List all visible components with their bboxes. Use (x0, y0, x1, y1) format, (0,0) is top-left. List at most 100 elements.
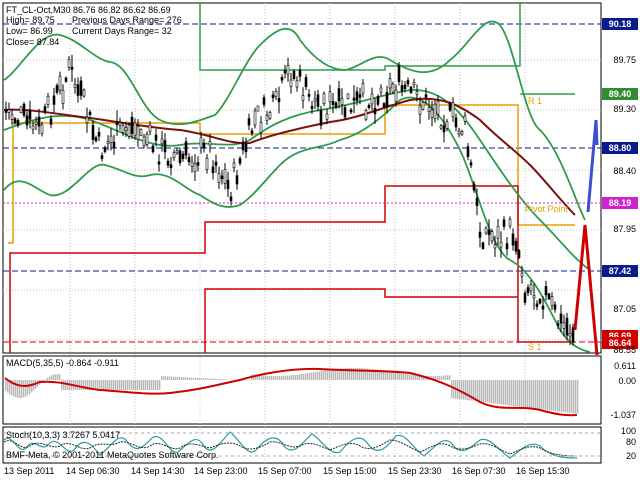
candle-body (253, 110, 257, 126)
candle-body (376, 96, 380, 105)
macd-bar (527, 380, 529, 408)
r1-label: R 1 (528, 96, 543, 106)
macd-bar (9, 380, 11, 395)
macd-bar (277, 375, 279, 380)
macd-bar (387, 371, 389, 380)
candle-body (16, 120, 20, 126)
macd-bar (557, 380, 559, 412)
macd-bar (19, 380, 21, 398)
macd-bar (151, 380, 153, 390)
macd-bar (359, 368, 361, 380)
candle-body (544, 286, 548, 296)
candle-body (214, 161, 218, 166)
macd-bar (289, 375, 291, 380)
candle-body (334, 102, 338, 108)
macd-bar (391, 371, 393, 380)
macd-bar (493, 380, 495, 404)
candle-body (118, 122, 122, 126)
time-label-4: 15 Sep 07:00 (258, 466, 312, 476)
candle-body (91, 125, 95, 140)
macd-bar (175, 376, 177, 380)
macd-bar (517, 380, 519, 407)
macd-bar (169, 376, 171, 380)
stoch-tick-100: 100 (620, 426, 636, 436)
candle-body (76, 84, 80, 96)
low-info: Low= 86.99 (6, 26, 53, 36)
macd-bar (447, 375, 449, 380)
candle-body (112, 141, 116, 148)
candle-body (241, 141, 245, 151)
macd-bar (321, 370, 323, 380)
macd-bar (477, 380, 479, 402)
candle-body (100, 155, 104, 159)
candle-body (358, 94, 362, 98)
candle-body (283, 70, 287, 74)
macd-bar (327, 370, 329, 380)
macd-bar (385, 370, 387, 380)
s1-label: S 1 (528, 342, 542, 352)
candle-body (286, 65, 290, 75)
macd-bar (441, 375, 443, 380)
candle-body (79, 80, 83, 96)
candle-body (571, 327, 575, 343)
candle-body (121, 125, 125, 133)
candle-body (142, 136, 146, 146)
macd-bar (197, 377, 199, 380)
candle-body (157, 161, 161, 165)
macd-bar (47, 377, 49, 380)
candle-body (226, 179, 230, 190)
candle-body (355, 91, 359, 101)
macd-bar (111, 380, 113, 390)
candle-body (454, 117, 458, 128)
candle-body (43, 106, 47, 112)
candle-body (163, 140, 167, 153)
macd-bar (279, 375, 281, 380)
candle-body (466, 146, 470, 157)
macd-bar (215, 378, 217, 380)
macd-bar (261, 375, 263, 380)
macd-bar (109, 380, 111, 390)
macd-bar (503, 380, 505, 405)
candle-body (532, 294, 536, 299)
macd-bar (491, 380, 493, 404)
candle-body (322, 93, 326, 104)
candle-body (475, 197, 479, 206)
candle-body (469, 162, 473, 166)
macd-bar (199, 377, 201, 380)
macd-bar (85, 380, 87, 390)
macd-bar (405, 373, 407, 380)
macd-bar (349, 368, 351, 380)
macd-bar (483, 380, 485, 403)
macd-bar (119, 380, 121, 390)
price-tick-87-95: 87.95 (613, 224, 636, 234)
macd-bar (407, 374, 409, 380)
macd-bar (509, 380, 511, 406)
macd-bar (329, 369, 331, 380)
candle-body (145, 133, 149, 145)
stoch-label: Stoch(10,3,3) 3.7267 5.0417 (6, 430, 121, 440)
candle-body (346, 93, 350, 100)
candle-body (379, 87, 383, 93)
macd-bar (143, 380, 145, 390)
macd-bar (99, 380, 101, 390)
macd-bar (293, 374, 295, 380)
macd-bar (225, 379, 227, 380)
macd-tick-top: 0.611 (614, 361, 636, 371)
macd-bar (403, 373, 405, 380)
macd-bar (303, 373, 305, 380)
macd-bar (61, 380, 63, 390)
macd-bar (417, 375, 419, 380)
macd-bar (561, 380, 563, 412)
macd-bar (285, 375, 287, 380)
candle-body (526, 287, 530, 294)
candle-body (274, 91, 278, 98)
macd-bar (129, 380, 131, 390)
candle-body (208, 141, 212, 146)
macd-bar (505, 380, 507, 405)
macd-bar (49, 376, 51, 380)
macd-bar (77, 380, 79, 390)
candle-body (337, 88, 341, 102)
price-pane (2, 2, 602, 354)
candle-body (64, 77, 68, 82)
